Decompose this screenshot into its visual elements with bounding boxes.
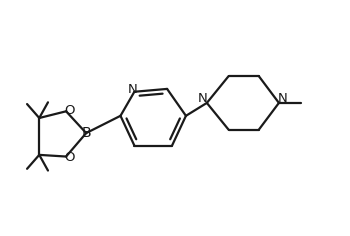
- Text: N: N: [198, 93, 208, 105]
- Text: O: O: [64, 151, 75, 164]
- Text: O: O: [64, 104, 75, 117]
- Text: N: N: [278, 93, 288, 105]
- Text: N: N: [128, 83, 138, 96]
- Text: B: B: [81, 126, 91, 140]
